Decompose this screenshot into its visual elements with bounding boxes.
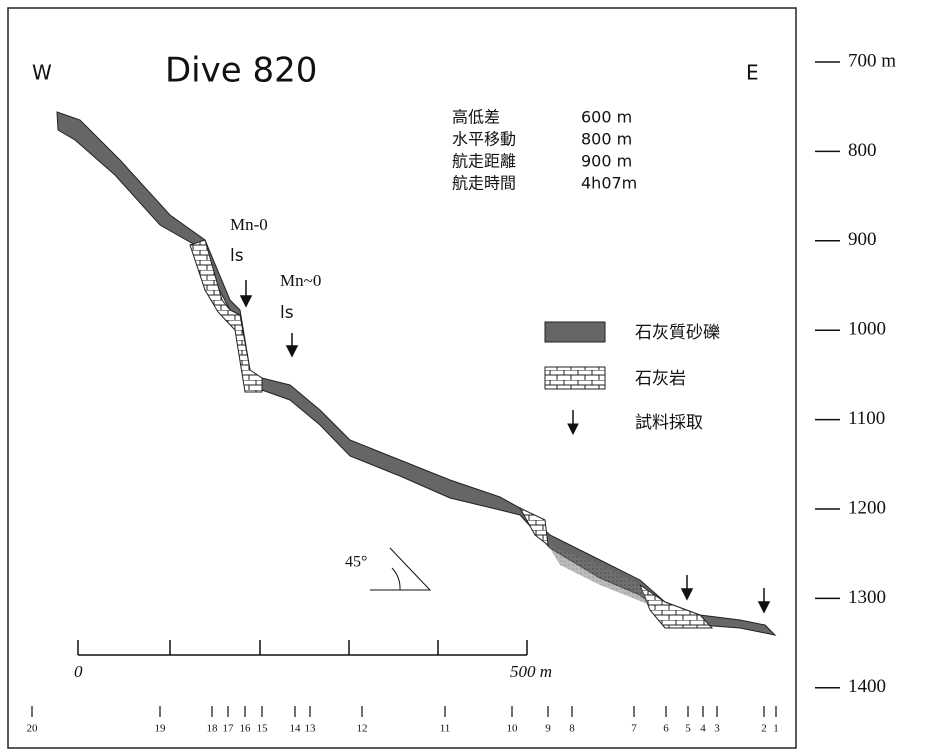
station-label: 20 xyxy=(27,723,39,735)
station-label: 16 xyxy=(240,723,252,735)
angle-arc xyxy=(391,567,401,591)
station-label: 9 xyxy=(545,723,551,735)
legend-swatch xyxy=(544,366,606,390)
legend-swatch xyxy=(544,321,606,343)
info-value: 4h07m xyxy=(581,174,637,193)
title: Dive 820 xyxy=(165,51,317,91)
station-label: 15 xyxy=(257,723,269,735)
info-key: 航走距離 xyxy=(452,152,516,171)
depth-label: 700 m xyxy=(848,50,896,71)
station-label: 2 xyxy=(761,723,767,735)
station-label: 11 xyxy=(440,723,451,735)
depth-label: 800 xyxy=(848,140,877,161)
limestone xyxy=(518,506,549,547)
angle-symbol xyxy=(370,547,432,591)
scale-bar xyxy=(77,640,528,656)
info-value: 900 m xyxy=(581,152,632,171)
frame xyxy=(7,7,797,749)
station-label: 5 xyxy=(685,723,691,735)
station-label: 4 xyxy=(700,723,706,735)
depth-label: 1200 xyxy=(848,497,886,518)
legend-arrow xyxy=(567,410,579,436)
limestone xyxy=(638,583,714,629)
depth-label: 1400 xyxy=(848,676,886,697)
legend-label: 試料採取 xyxy=(635,413,703,433)
sample-rock: ls xyxy=(230,246,244,266)
legend-label: 石灰質砂礫 xyxy=(635,323,720,343)
station-label: 1 xyxy=(773,723,779,735)
station-label: 14 xyxy=(290,723,302,735)
station-label: 13 xyxy=(305,723,317,735)
depth-label: 1100 xyxy=(848,408,885,429)
station-label: 6 xyxy=(663,723,669,735)
east-label: E xyxy=(746,61,759,85)
station-label: 18 xyxy=(207,723,219,735)
scale-label: 0 xyxy=(74,662,83,681)
gravel xyxy=(548,545,650,605)
sample-label: Mn~0 xyxy=(280,271,321,290)
angle-label: 45° xyxy=(345,554,367,571)
depth-label: 900 xyxy=(848,229,877,250)
station-label: 12 xyxy=(357,723,368,735)
info-key: 高低差 xyxy=(452,108,500,127)
info-key: 水平移動 xyxy=(452,130,516,149)
depth-label: 1000 xyxy=(848,319,886,340)
station-label: 7 xyxy=(631,723,637,735)
sample-label: Mn-0 xyxy=(230,215,268,234)
limestone xyxy=(189,239,263,393)
sample-rock: ls xyxy=(280,303,294,323)
station-label: 19 xyxy=(155,723,167,735)
info-value: 600 m xyxy=(581,108,632,127)
sample-arrows xyxy=(239,280,771,614)
station-label: 8 xyxy=(569,723,575,735)
info-key: 航走時間 xyxy=(452,174,516,193)
legend-label: 石灰岩 xyxy=(635,369,686,389)
station-label: 17 xyxy=(223,723,235,735)
depth-label: 1300 xyxy=(848,587,886,608)
station-label: 3 xyxy=(714,723,720,735)
info-value: 800 m xyxy=(581,130,632,149)
station-label: 10 xyxy=(507,723,519,735)
west-label: W xyxy=(32,61,52,85)
scale-label: 500 m xyxy=(510,662,552,681)
